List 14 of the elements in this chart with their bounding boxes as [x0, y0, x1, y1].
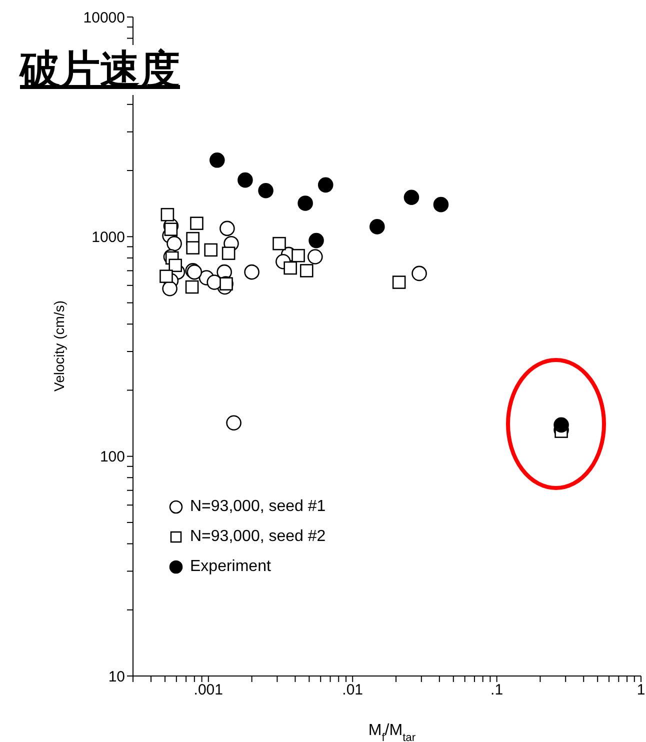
- y-tick-label: 10: [108, 668, 125, 686]
- legend-label: N=93,000, seed #2: [189, 528, 326, 546]
- y-tick-label: 1000: [92, 228, 125, 246]
- x-tick-label: .001: [194, 682, 223, 699]
- y-tick-label: 10000: [83, 9, 125, 26]
- x-tick-label: 1: [636, 682, 646, 699]
- y-tick-label: 100: [100, 448, 125, 466]
- x-axis-title: M$_{f}$/M$_{tar}$: [368, 722, 416, 742]
- x-tick-label: .1: [490, 682, 504, 699]
- text: 破片速度: [20, 45, 180, 95]
- x-tick-label: .01: [342, 682, 364, 699]
- legend-label: Experiment: [189, 558, 272, 576]
- legend-label: N=93,000, seed #1: [189, 498, 326, 516]
- y-axis-title: Velocity (cm/s): [51, 300, 67, 392]
